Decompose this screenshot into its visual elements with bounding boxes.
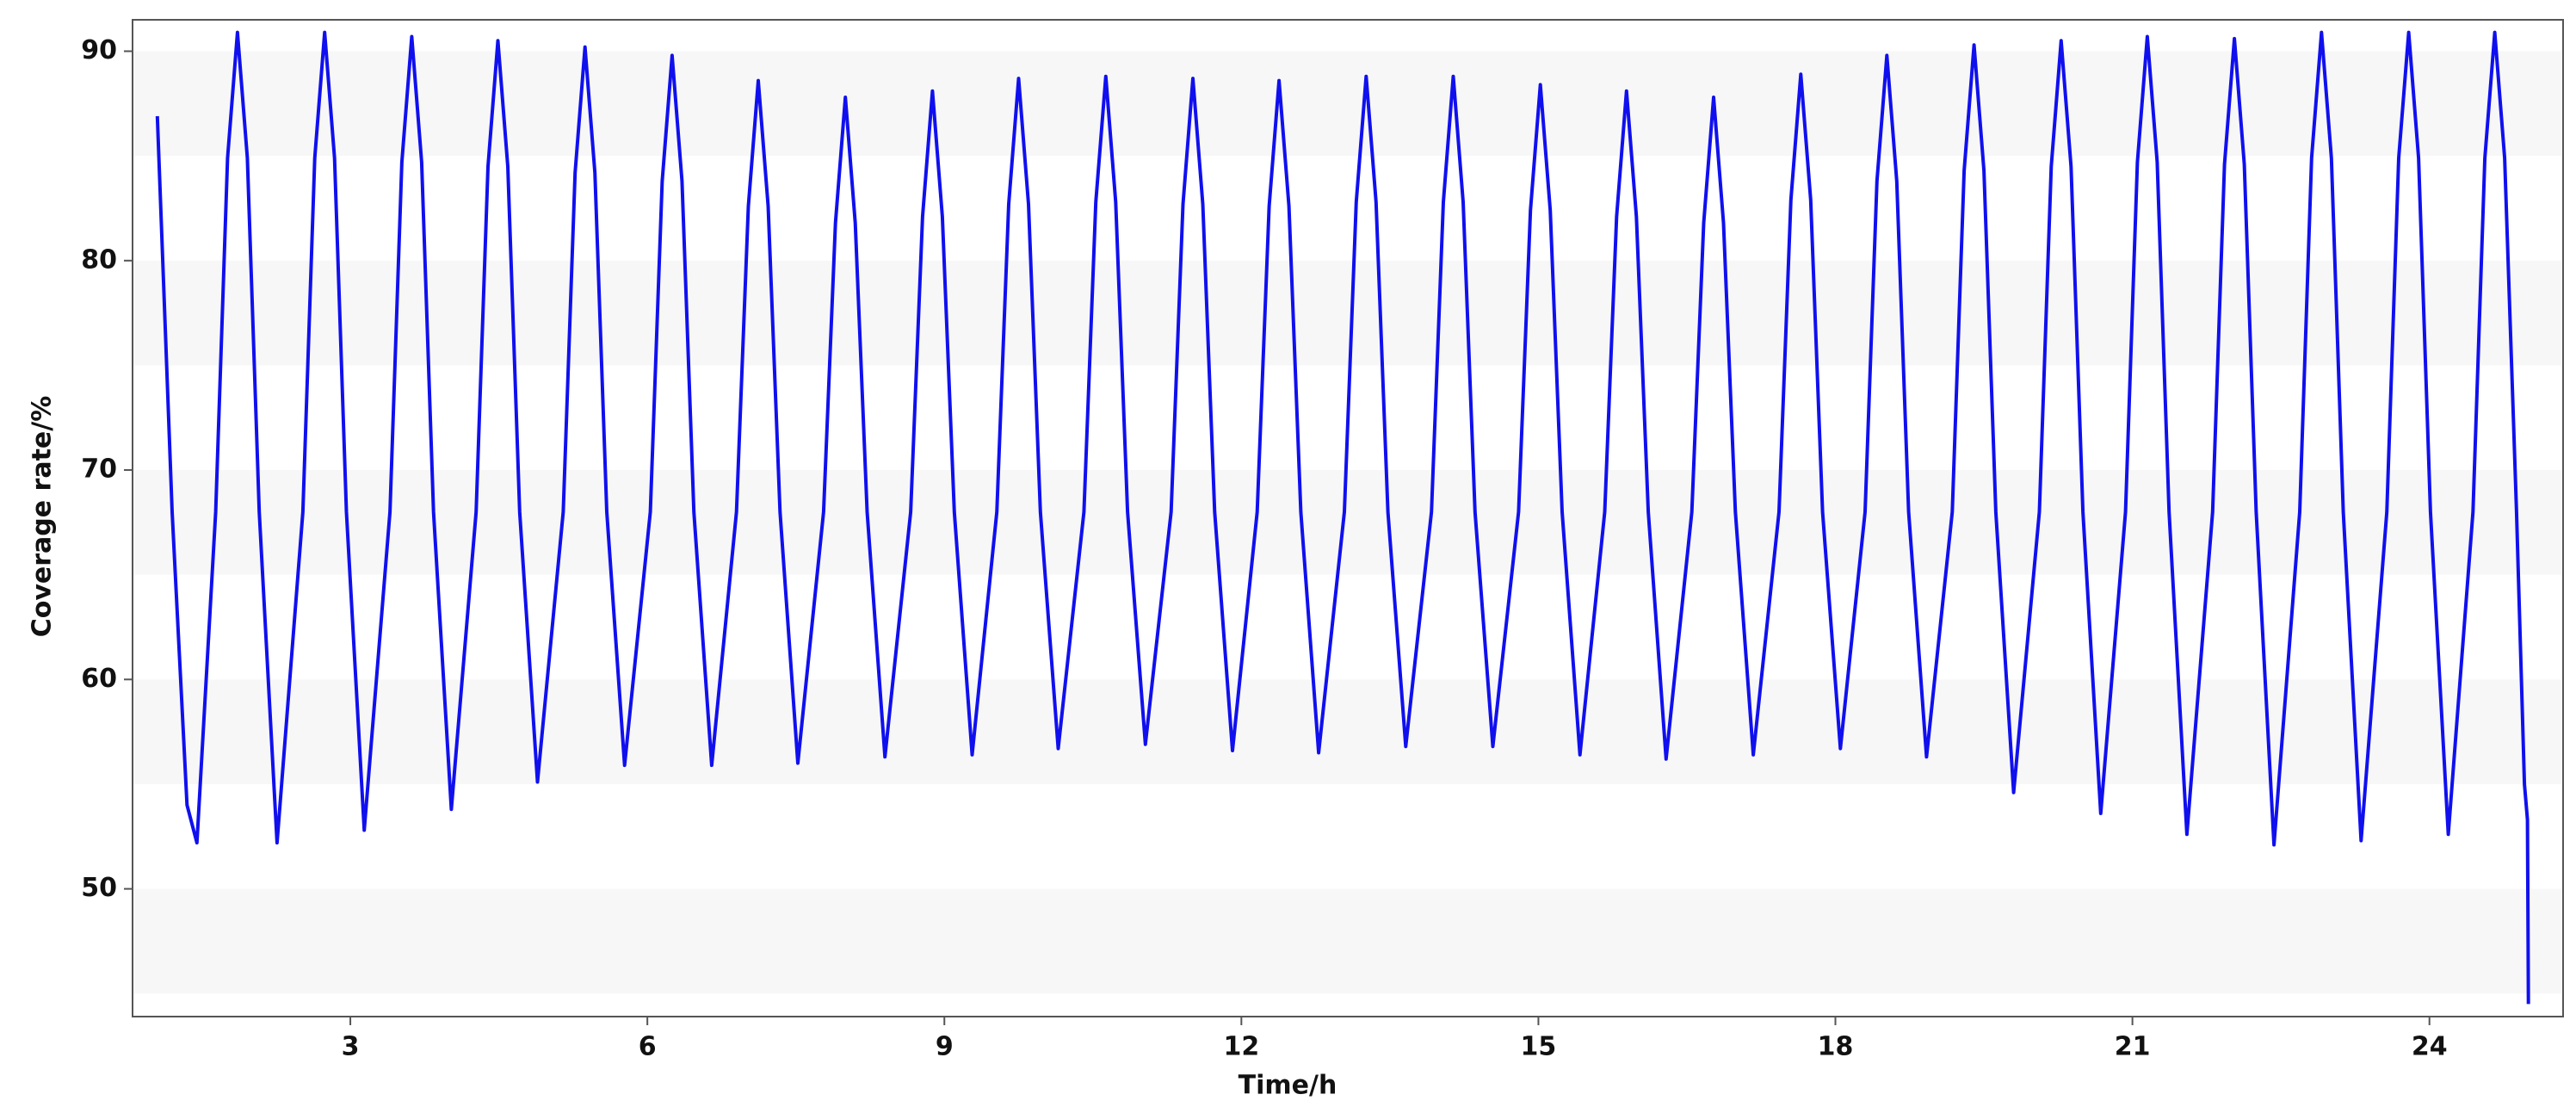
series-line — [155, 30, 2530, 1005]
x-tick-label: 6 — [639, 1032, 657, 1062]
y-tick-label: 50 — [81, 873, 117, 903]
x-tick-label: 24 — [2412, 1032, 2448, 1062]
y-tick-label: 80 — [81, 244, 117, 275]
y-tick-label: 70 — [81, 454, 117, 485]
plot-frame — [132, 19, 2564, 1017]
grid-bands — [133, 51, 2563, 994]
grid-band — [133, 470, 2563, 575]
x-tick-label: 12 — [1223, 1032, 1259, 1062]
x-tick-label: 3 — [342, 1032, 360, 1062]
grid-band — [133, 888, 2563, 994]
x-tick-label: 18 — [1818, 1032, 1854, 1062]
x-tick-label: 15 — [1521, 1032, 1557, 1062]
x-tick-label: 9 — [936, 1032, 954, 1062]
plot-area — [155, 30, 2530, 1005]
y-axis-label: Coverage rate/% — [28, 396, 58, 638]
y-tick-label: 60 — [81, 664, 117, 694]
x-axis-label: Time/h — [1239, 1071, 1337, 1101]
x-tick-label: 21 — [2115, 1032, 2151, 1062]
grid-band — [133, 51, 2563, 157]
y-tick-label: 90 — [81, 35, 117, 65]
grid-band — [133, 260, 2563, 366]
